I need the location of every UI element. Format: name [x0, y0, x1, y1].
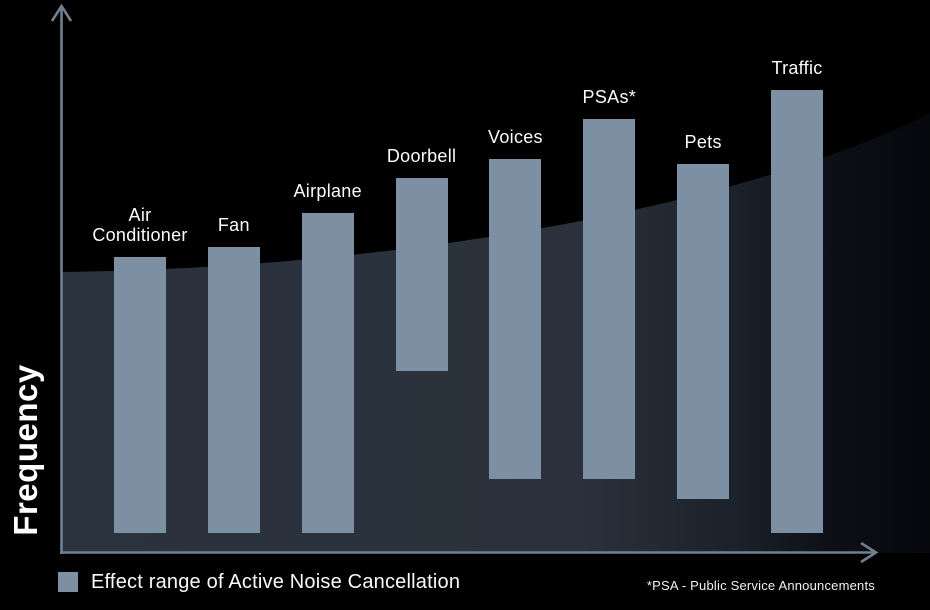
- bar-label: Voices: [488, 126, 543, 147]
- y-axis-title: Frequency: [7, 364, 44, 536]
- bar-label: PSAs*: [582, 87, 637, 108]
- bar-label: Fan: [217, 215, 250, 236]
- bar-fan: [207, 247, 260, 534]
- x-axis-arrow-icon: [860, 541, 879, 564]
- bar-traffic: [771, 89, 824, 534]
- bar-label: Traffic: [771, 57, 823, 78]
- bar-pets: [677, 163, 730, 499]
- bar-psas: [583, 119, 636, 480]
- bar-label: Airplane: [293, 180, 362, 201]
- y-axis-arrow-icon: [50, 3, 73, 22]
- bar-label: Doorbell: [386, 146, 457, 167]
- legend-swatch-icon: [58, 572, 78, 592]
- bar-label: Pets: [684, 131, 722, 152]
- bar-doorbell: [395, 178, 448, 371]
- psa-footnote: *PSA - Public Service Announcements: [646, 578, 875, 593]
- bar-label: Air Conditioner: [92, 205, 188, 246]
- bar-airplane: [301, 212, 354, 534]
- legend-label: Effect range of Active Noise Cancellatio…: [91, 571, 461, 593]
- bar-air-conditioner: [114, 257, 166, 534]
- legend: Effect range of Active Noise Cancellatio…: [58, 570, 460, 594]
- bar-voices: [489, 158, 542, 480]
